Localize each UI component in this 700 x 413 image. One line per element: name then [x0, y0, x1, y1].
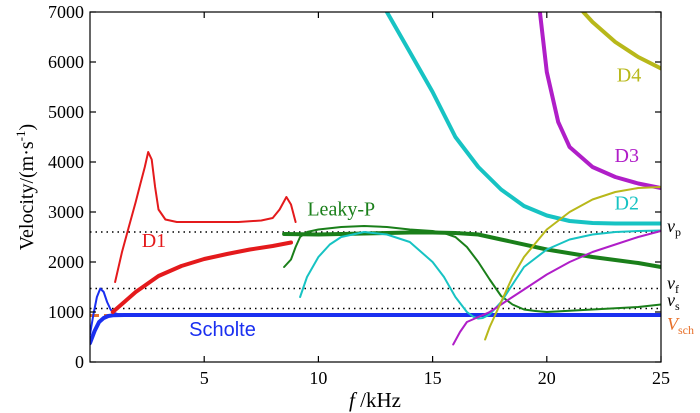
- x-tick-label: 25: [652, 368, 670, 388]
- ref-label-main: v: [667, 216, 675, 236]
- ref-label-v-p: vp: [667, 216, 681, 239]
- series-d4-thick: [581, 12, 661, 71]
- ref-label-v-sch: Vsch: [667, 314, 694, 337]
- series-d4-thin: [484, 186, 661, 341]
- y-tick-label: 3000: [48, 202, 84, 222]
- x-tick-label: 20: [538, 368, 556, 388]
- x-tick-label: 5: [200, 368, 209, 388]
- ref-label-sub: s: [675, 299, 680, 313]
- label-d2: D2: [615, 193, 639, 215]
- x-axis: 5 10 15 20 25: [200, 12, 670, 388]
- y-tick-label: 6000: [48, 52, 84, 72]
- series-group: [90, 12, 661, 346]
- y-axis: 0 1000 2000 3000 4000 5000 6000 7000: [48, 2, 661, 372]
- series-scholte-thin: [90, 287, 661, 336]
- x-axis-label: f /kHz: [349, 388, 401, 412]
- y-axis-label: Velocity/(m·s-1): [13, 124, 38, 250]
- y-axis-label-close: ): [16, 124, 38, 131]
- label-d3: D3: [615, 145, 639, 167]
- x-tick-label: 15: [424, 368, 442, 388]
- annotations: D1 Leaky-P Scholte D2 D3 D4: [142, 65, 642, 342]
- ref-label-sub: p: [675, 225, 681, 239]
- x-axis-label-rest: /kHz: [355, 388, 401, 412]
- series-d3-thick: [537, 12, 661, 190]
- ref-label-main: v: [667, 290, 675, 310]
- label-d1: D1: [142, 230, 166, 252]
- y-axis-label-main: Velocity/(m·s: [16, 141, 38, 250]
- series-d3-thin: [452, 230, 661, 346]
- y-axis-label-sup: -1: [13, 130, 28, 141]
- ref-label-main: V: [667, 314, 680, 334]
- series-d2-thin: [299, 229, 661, 320]
- ref-label-main: v: [667, 273, 675, 293]
- series-leaky-p-thin: [283, 225, 661, 313]
- x-axis-label-italic: f: [349, 388, 358, 412]
- ref-label-sub: f: [675, 282, 679, 296]
- y-tick-label: 4000: [48, 152, 84, 172]
- y-tick-label: 0: [75, 352, 84, 372]
- plot-frame: [89, 11, 662, 363]
- x-tick-label: 10: [309, 368, 327, 388]
- y-tick-label: 7000: [48, 2, 84, 22]
- y-tick-label: 5000: [48, 102, 84, 122]
- ref-label-v-s: vs: [667, 290, 680, 313]
- y-tick-label: 1000: [48, 302, 84, 322]
- series-d1-thick: [110, 240, 293, 314]
- label-leaky-p: Leaky-P: [307, 199, 375, 221]
- label-scholte: Scholte: [189, 319, 256, 341]
- series-d2-thick: [384, 12, 661, 226]
- series-d1-thin: [114, 151, 297, 283]
- y-tick-label: 2000: [48, 252, 84, 272]
- ref-label-sub: sch: [678, 323, 694, 337]
- label-d4: D4: [617, 65, 641, 87]
- ref-label-v-f: vf: [667, 273, 679, 296]
